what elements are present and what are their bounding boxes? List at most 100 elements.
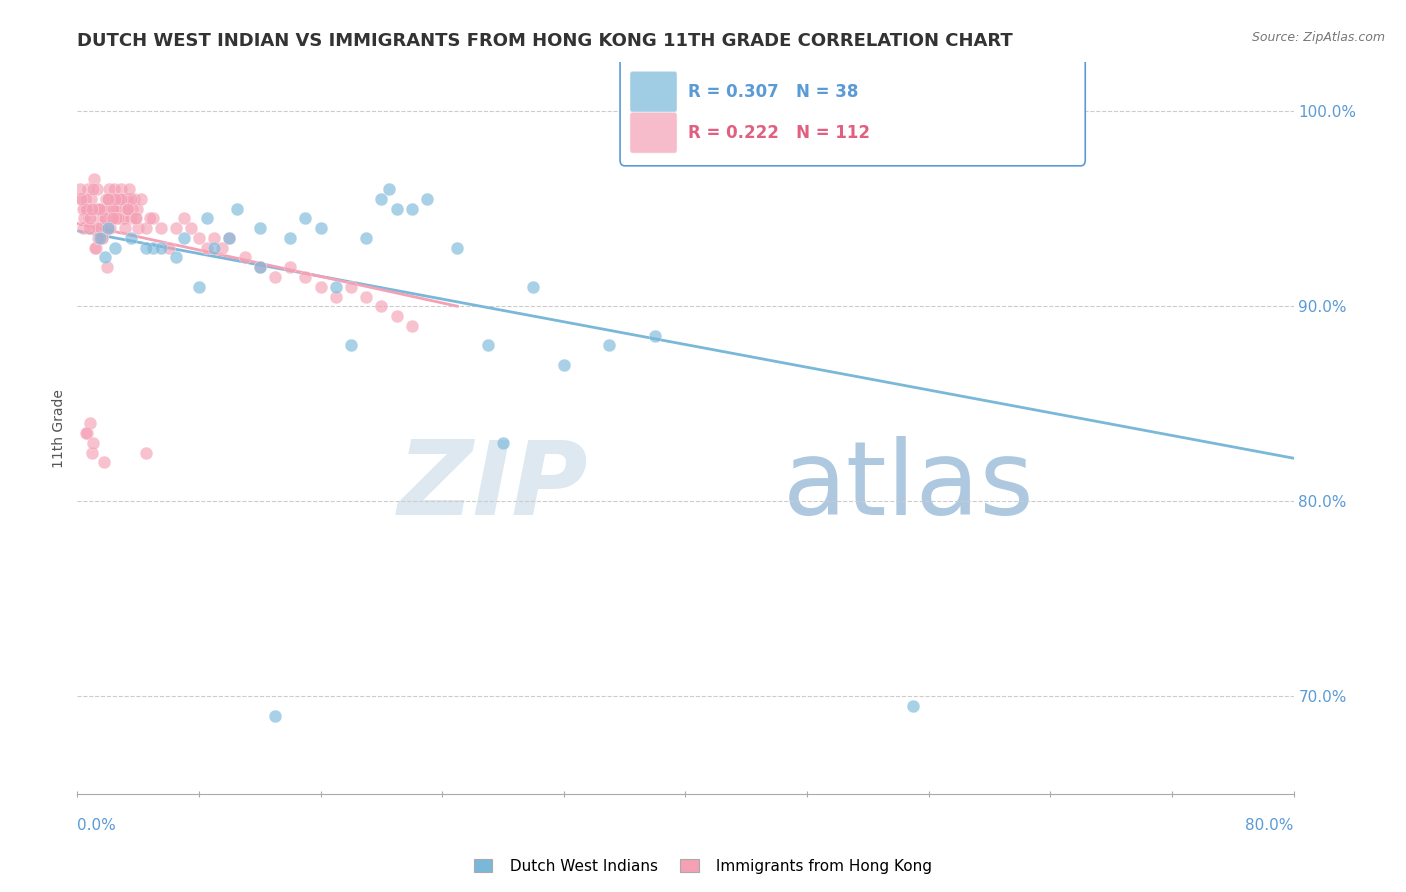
Point: [122, 192, 145, 206]
Point: [110, 182, 132, 196]
Point: [91, 202, 114, 216]
Text: R = 0.222   N = 112: R = 0.222 N = 112: [689, 124, 870, 142]
Point: [76, 425, 98, 440]
Point: [87, 221, 110, 235]
Point: [249, 260, 271, 275]
Point: [111, 192, 134, 206]
Point: [100, 211, 122, 226]
Point: [135, 445, 157, 459]
Point: [104, 241, 127, 255]
Point: [93, 251, 115, 265]
Point: [294, 211, 316, 226]
Point: [82, 182, 104, 196]
Point: [120, 231, 142, 245]
Point: [127, 221, 149, 235]
Point: [87, 231, 110, 245]
Point: [105, 202, 128, 216]
Point: [903, 699, 925, 714]
Point: [188, 231, 211, 245]
FancyBboxPatch shape: [630, 112, 678, 153]
Point: [401, 202, 423, 216]
Point: [149, 221, 172, 235]
Point: [325, 289, 347, 303]
Point: [135, 241, 157, 255]
Point: [202, 241, 225, 255]
Point: [249, 221, 271, 235]
Point: [142, 241, 165, 255]
Point: [354, 231, 377, 245]
Point: [80, 445, 103, 459]
Point: [385, 202, 408, 216]
Text: 0.0%: 0.0%: [77, 819, 117, 833]
Point: [598, 338, 620, 352]
Point: [90, 221, 112, 235]
Point: [378, 182, 401, 196]
Point: [492, 435, 515, 450]
Text: ZIP: ZIP: [398, 436, 588, 537]
Point: [97, 221, 120, 235]
Point: [173, 211, 195, 226]
Point: [73, 211, 96, 226]
Point: [135, 221, 157, 235]
Point: [100, 211, 122, 226]
Point: [129, 192, 152, 206]
Point: [264, 270, 287, 285]
Point: [107, 211, 129, 226]
Point: [112, 211, 135, 226]
Point: [98, 221, 121, 235]
Point: [97, 221, 120, 235]
Point: [82, 435, 104, 450]
Point: [278, 231, 301, 245]
Point: [340, 338, 363, 352]
Point: [157, 241, 180, 255]
Point: [416, 192, 439, 206]
Point: [401, 318, 423, 333]
Legend:  Dutch West Indians,  Immigrants from Hong Kong: Dutch West Indians, Immigrants from Hong…: [468, 853, 938, 880]
Point: [125, 202, 148, 216]
Point: [98, 182, 121, 196]
Point: [120, 192, 142, 206]
Point: [325, 279, 347, 293]
Point: [149, 241, 172, 255]
Point: [107, 211, 129, 226]
Point: [93, 202, 115, 216]
Point: [97, 192, 120, 206]
Point: [979, 143, 1001, 157]
Point: [644, 328, 666, 343]
Point: [93, 455, 115, 469]
Point: [69, 182, 91, 196]
Point: [120, 211, 142, 226]
Point: [121, 202, 143, 216]
Point: [101, 192, 124, 206]
Point: [385, 309, 408, 323]
Text: R = 0.307   N = 38: R = 0.307 N = 38: [689, 83, 859, 101]
Point: [103, 182, 125, 196]
Point: [89, 231, 111, 245]
Point: [309, 279, 332, 293]
Point: [83, 241, 105, 255]
Point: [294, 270, 316, 285]
FancyBboxPatch shape: [620, 56, 1085, 166]
FancyBboxPatch shape: [630, 71, 678, 112]
Point: [211, 241, 233, 255]
Point: [370, 192, 392, 206]
Point: [108, 202, 131, 216]
Point: [340, 279, 363, 293]
Point: [108, 192, 131, 206]
Text: 80.0%: 80.0%: [1246, 819, 1294, 833]
Point: [233, 251, 256, 265]
Point: [180, 221, 202, 235]
Point: [103, 192, 125, 206]
Point: [125, 211, 148, 226]
Point: [91, 231, 114, 245]
Point: [354, 289, 377, 303]
Point: [110, 192, 132, 206]
Point: [117, 202, 139, 216]
Point: [101, 211, 124, 226]
Point: [93, 211, 115, 226]
Point: [87, 202, 110, 216]
Point: [89, 211, 111, 226]
Point: [114, 221, 136, 235]
Text: atlas: atlas: [783, 436, 1035, 537]
Point: [82, 221, 104, 235]
